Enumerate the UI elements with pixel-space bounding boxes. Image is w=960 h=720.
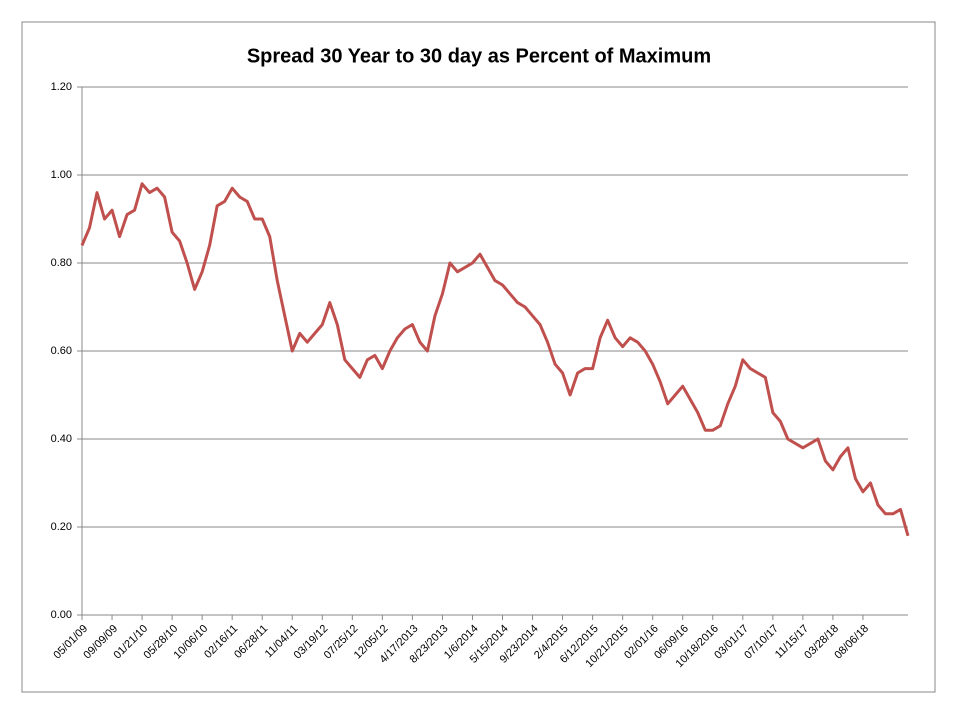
chart-title: Spread 30 Year to 30 day as Percent of M…: [247, 45, 711, 67]
y-tick-label: 0.00: [51, 609, 72, 621]
chart-frame: [21, 21, 936, 693]
y-tick-label: 1.20: [51, 81, 72, 93]
y-tick-label: 0.60: [51, 345, 72, 357]
data-line: [80, 182, 910, 537]
y-tick-label: 0.40: [51, 433, 72, 445]
y-tick-label: 1.00: [51, 169, 72, 181]
y-tick-label: 0.80: [51, 257, 72, 269]
y-tick-label: 0.20: [51, 521, 72, 533]
